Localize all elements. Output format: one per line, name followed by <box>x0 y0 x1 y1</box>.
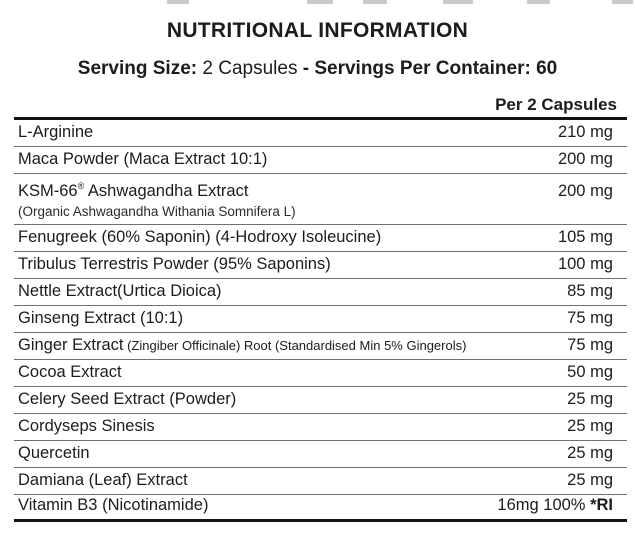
column-header: Per 2 Capsules <box>14 95 627 120</box>
top-edge-artifact <box>363 0 387 4</box>
servings-per-container: - Servings Per Container: 60 <box>302 58 558 79</box>
top-edge-artifact <box>307 0 333 4</box>
table-row: Cordyseps Sinesis 25 mg <box>14 414 627 441</box>
table-row: Vitamin B3 (Nicotinamide) 16mg 100% *RI <box>14 495 627 522</box>
row-main: Fenugreek (60% Saponin) (4-Hodroxy Isole… <box>14 228 627 247</box>
table-row: Cocoa Extract 50 mg <box>14 360 627 387</box>
row-main: KSM-66® Ashwagandha Extract 200 mg <box>14 182 627 201</box>
row-main: L-Arginine 210 mg <box>14 123 627 142</box>
ingredient-amount: 105 mg <box>557 228 613 246</box>
ingredient-name: KSM-66® Ashwagandha Extract <box>18 181 249 201</box>
row-main: Nettle Extract(Urtica Dioica) 85 mg <box>14 282 627 301</box>
table-row: KSM-66® Ashwagandha Extract 200 mg (Orga… <box>14 174 627 225</box>
ingredient-amount: 75 mg <box>567 336 613 354</box>
ingredient-amount: 25 mg <box>567 417 613 435</box>
table-row: Ginseng Extract (10:1) 75 mg <box>14 306 627 333</box>
table-row: Maca Powder (Maca Extract 10:1) 200 mg <box>14 147 627 174</box>
row-main: Maca Powder (Maca Extract 10:1) 200 mg <box>14 150 627 169</box>
ingredient-amount: 85 mg <box>567 282 613 300</box>
ingredient-amount: 200 mg <box>557 182 613 200</box>
row-main: Cocoa Extract 50 mg <box>14 363 627 382</box>
nutrition-table: Per 2 Capsules L-Arginine 210 mg Maca Po… <box>14 95 627 522</box>
ingredient-name: Cordyseps Sinesis <box>18 417 155 435</box>
ingredient-name: Fenugreek (60% Saponin) (4-Hodroxy Isole… <box>18 228 382 246</box>
ingredient-amount: 100 mg <box>557 255 613 273</box>
row-main: Cordyseps Sinesis 25 mg <box>14 417 627 436</box>
row-main: Ginseng Extract (10:1) 75 mg <box>14 309 627 328</box>
ingredient-subtext: (Organic Ashwagandha Withania Somnifera … <box>18 204 296 219</box>
row-main: Celery Seed Extract (Powder) 25 mg <box>14 390 627 409</box>
ingredient-amount: 25 mg <box>567 390 613 408</box>
row-main: Tribulus Terrestris Powder (95% Saponins… <box>14 255 627 274</box>
ingredient-name: Tribulus Terrestris Powder (95% Saponins… <box>18 255 331 273</box>
table-row: Quercetin 25 mg <box>14 441 627 468</box>
ingredient-name: Ginseng Extract (10:1) <box>18 309 184 327</box>
ingredient-name: Nettle Extract(Urtica Dioica) <box>18 282 222 300</box>
table-row: Damiana (Leaf) Extract 25 mg <box>14 468 627 495</box>
ingredient-name: Quercetin <box>18 444 90 462</box>
table-row: Celery Seed Extract (Powder) 25 mg <box>14 387 627 414</box>
ingredient-name: Maca Powder (Maca Extract 10:1) <box>18 150 268 168</box>
row-main: Ginger Extract (Zingiber Officinale) Roo… <box>14 336 627 355</box>
top-edge-artifact <box>443 0 473 4</box>
ingredient-amount: 25 mg <box>567 471 613 489</box>
top-edge-artifact <box>612 0 633 4</box>
page-title: NUTRITIONAL INFORMATION <box>166 19 469 42</box>
row-main: Vitamin B3 (Nicotinamide) 16mg 100% *RI <box>14 496 627 515</box>
serving-info: Serving Size: 2 Capsules - Servings Per … <box>0 57 635 80</box>
ingredient-name: Vitamin B3 (Nicotinamide) <box>18 496 209 514</box>
serving-size-label: Serving Size: <box>77 58 198 79</box>
table-row: Ginger Extract (Zingiber Officinale) Roo… <box>14 333 627 360</box>
table-row: Tribulus Terrestris Powder (95% Saponins… <box>14 252 627 279</box>
ingredient-name: Cocoa Extract <box>18 363 122 381</box>
ingredient-name: Celery Seed Extract (Powder) <box>18 390 237 408</box>
row-main: Quercetin 25 mg <box>14 444 627 463</box>
top-edge-artifact <box>167 0 189 4</box>
ingredient-amount: 16mg 100% *RI <box>497 496 613 514</box>
ingredient-amount: 75 mg <box>567 309 613 327</box>
table-row: Nettle Extract(Urtica Dioica) 85 mg <box>14 279 627 306</box>
top-edge-artifact <box>527 0 550 4</box>
row-main: Damiana (Leaf) Extract 25 mg <box>14 471 627 490</box>
ingredient-amount: 50 mg <box>567 363 613 381</box>
ingredient-amount: 200 mg <box>557 150 613 168</box>
ingredient-name: Damiana (Leaf) Extract <box>18 471 188 489</box>
ingredient-amount: 25 mg <box>567 444 613 462</box>
ingredient-name: Ginger Extract (Zingiber Officinale) Roo… <box>18 336 467 354</box>
table-row: Fenugreek (60% Saponin) (4-Hodroxy Isole… <box>14 225 627 252</box>
table-row: L-Arginine 210 mg <box>14 120 627 147</box>
serving-size-value: 2 Capsules <box>202 58 298 79</box>
ingredient-name: L-Arginine <box>18 123 94 141</box>
ingredient-amount: 210 mg <box>557 123 613 141</box>
table-body: L-Arginine 210 mg Maca Powder (Maca Extr… <box>14 120 627 522</box>
